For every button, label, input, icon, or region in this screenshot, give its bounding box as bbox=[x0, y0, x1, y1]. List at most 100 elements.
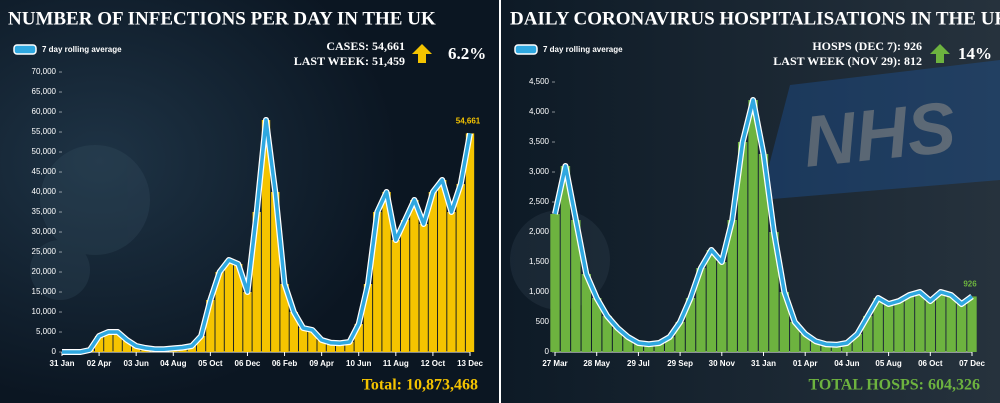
bar bbox=[925, 301, 935, 352]
x-tick-label: 06 Dec bbox=[235, 359, 261, 368]
total: Total: 10,873,468 bbox=[362, 377, 478, 394]
bar bbox=[904, 295, 915, 352]
bar bbox=[243, 292, 252, 352]
change: 6.2% bbox=[448, 44, 486, 63]
bar bbox=[550, 214, 560, 352]
bar bbox=[196, 336, 206, 352]
bar bbox=[790, 322, 800, 352]
x-tick-label: 05 Oct bbox=[198, 359, 223, 368]
divider bbox=[499, 0, 501, 403]
bar bbox=[391, 240, 400, 352]
y-tick-label: 65,000 bbox=[32, 87, 57, 96]
bar bbox=[271, 192, 280, 352]
bar bbox=[758, 154, 769, 352]
stat-current: HOSPS (DEC 7): 926 bbox=[812, 39, 922, 53]
bar bbox=[633, 343, 644, 352]
x-tick-label: 04 Jun bbox=[834, 359, 859, 368]
x-tick-label: 29 Sep bbox=[667, 359, 693, 368]
bar bbox=[456, 184, 465, 352]
bar bbox=[122, 340, 132, 352]
bar bbox=[873, 298, 883, 352]
bar bbox=[706, 250, 717, 352]
bar bbox=[428, 192, 438, 352]
y-tick-label: 3,500 bbox=[529, 137, 550, 146]
y-tick-label: 60,000 bbox=[32, 107, 57, 116]
x-tick-label: 27 Mar bbox=[542, 359, 567, 368]
change: 14% bbox=[958, 44, 992, 63]
x-tick-label: 28 May bbox=[583, 359, 610, 368]
bar bbox=[308, 330, 317, 352]
bar bbox=[560, 166, 571, 352]
bar bbox=[852, 334, 863, 352]
x-tick-label: 01 Apr bbox=[793, 359, 818, 368]
bar bbox=[748, 100, 758, 352]
bar bbox=[696, 268, 706, 352]
stat-previous: LAST WEEK: 51,459 bbox=[294, 54, 405, 68]
x-tick-label: 12 Oct bbox=[421, 359, 446, 368]
bar bbox=[644, 344, 654, 352]
bar bbox=[363, 284, 373, 352]
legend-swatch bbox=[514, 44, 538, 55]
bar bbox=[113, 332, 122, 352]
bar bbox=[336, 343, 345, 352]
x-tick-label: 31 Jan bbox=[50, 359, 75, 368]
bar bbox=[623, 337, 633, 352]
bar bbox=[400, 220, 410, 352]
bar bbox=[842, 343, 852, 352]
bar bbox=[727, 220, 737, 352]
bar bbox=[410, 200, 419, 352]
y-tick-label: 70,000 bbox=[32, 67, 57, 76]
y-tick-label: 500 bbox=[536, 317, 550, 326]
bar bbox=[317, 340, 326, 352]
bar bbox=[664, 337, 675, 352]
bar bbox=[592, 298, 602, 352]
bar bbox=[261, 120, 271, 352]
x-tick-label: 06 Oct bbox=[918, 359, 943, 368]
x-tick-label: 06 Feb bbox=[272, 359, 297, 368]
y-tick-label: 2,500 bbox=[529, 197, 550, 206]
bar bbox=[654, 343, 664, 352]
y-tick-label: 35,000 bbox=[32, 207, 57, 216]
y-tick-label: 30,000 bbox=[32, 227, 57, 236]
bar bbox=[779, 292, 790, 352]
x-tick-label: 04 Aug bbox=[160, 359, 186, 368]
bar bbox=[685, 298, 696, 352]
line bbox=[62, 118, 472, 354]
bar bbox=[675, 322, 685, 352]
stat-previous: LAST WEEK (NOV 29): 812 bbox=[773, 54, 922, 68]
bar bbox=[956, 304, 967, 352]
bar bbox=[810, 341, 821, 352]
bar bbox=[800, 334, 810, 352]
value-label: 926 bbox=[963, 280, 977, 289]
y-tick-label: 40,000 bbox=[32, 187, 57, 196]
total: TOTAL HOSPS: 604,326 bbox=[809, 377, 980, 394]
chart-title: NUMBER OF INFECTIONS PER DAY IN THE UK bbox=[8, 8, 436, 29]
legend-swatch bbox=[13, 44, 37, 55]
x-tick-label: 31 Jan bbox=[751, 359, 776, 368]
bar bbox=[602, 316, 612, 352]
x-tick-label: 10 Jun bbox=[346, 359, 371, 368]
bar bbox=[224, 260, 234, 352]
bar bbox=[280, 284, 289, 352]
bar bbox=[831, 344, 842, 352]
bar bbox=[581, 274, 591, 352]
bar bbox=[373, 212, 382, 352]
bar bbox=[936, 292, 946, 352]
x-tick-label: 30 Nov bbox=[709, 359, 736, 368]
bar bbox=[206, 300, 215, 352]
bar bbox=[821, 344, 831, 352]
x-tick-label: 09 Apr bbox=[309, 359, 334, 368]
bar bbox=[737, 142, 748, 352]
svg-text:NHS: NHS bbox=[800, 87, 960, 182]
bar bbox=[465, 133, 475, 352]
y-tick-label: 45,000 bbox=[32, 167, 57, 176]
y-tick-label: 25,000 bbox=[32, 247, 57, 256]
x-tick-label: 02 Apr bbox=[87, 359, 112, 368]
y-tick-label: 1,000 bbox=[529, 287, 550, 296]
x-tick-label: 05 Aug bbox=[875, 359, 901, 368]
y-tick-label: 3,000 bbox=[529, 167, 550, 176]
up-arrow bbox=[412, 44, 432, 63]
y-tick-label: 4,500 bbox=[529, 77, 550, 86]
y-tick-label: 15,000 bbox=[32, 287, 57, 296]
